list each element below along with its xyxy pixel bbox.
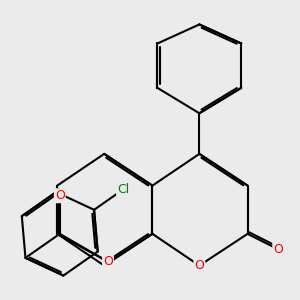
Text: O: O: [55, 189, 65, 202]
Text: Cl: Cl: [117, 183, 129, 196]
Text: O: O: [103, 255, 113, 268]
Text: O: O: [273, 243, 283, 256]
Text: O: O: [194, 259, 204, 272]
